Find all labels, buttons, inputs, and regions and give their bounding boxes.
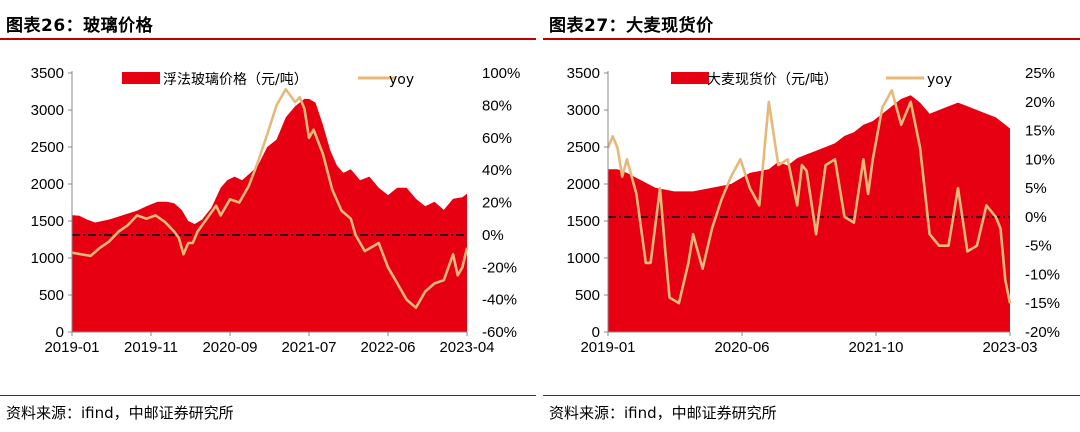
- y-left-tick-label: 2500: [31, 139, 64, 156]
- y-left-tick-label: 1000: [31, 250, 64, 267]
- legend-line-label: yoy: [389, 72, 414, 88]
- chart-title: 图表26：玻璃价格: [6, 16, 154, 36]
- source-divider: [0, 395, 536, 396]
- x-tick-label: 2019-01: [580, 339, 635, 356]
- x-tick-label: 2021-07: [281, 339, 336, 356]
- source-note: 资料来源：ifind，中邮证券研究所: [549, 404, 777, 422]
- title-divider: [543, 38, 1080, 40]
- y-left-tick-label: 2000: [31, 176, 64, 193]
- y-left-tick-label: 1000: [567, 250, 600, 267]
- y-right-tick-label: 15%: [1025, 123, 1055, 140]
- x-tick-label: 2021-10: [848, 339, 903, 356]
- y-right-tick-label: -20%: [482, 259, 517, 276]
- y-right-tick-label: 0%: [482, 227, 504, 244]
- x-tick-label: 2022-06: [360, 339, 415, 356]
- glass-price-panel: 图表26：玻璃价格 0 500 1000 1500 2000 2500 3000 3500 -6…: [0, 0, 536, 432]
- x-tick-label: 2020-06: [714, 339, 769, 356]
- y-right-tick-label: -5%: [1025, 238, 1052, 255]
- y-left-tick-label: 0: [56, 324, 64, 341]
- legend-area-swatch: [671, 72, 709, 84]
- title-divider: [0, 38, 536, 40]
- y-left-tick-label: 500: [39, 287, 64, 304]
- x-tick-label: 2019-11: [124, 339, 178, 356]
- y-right-tick-label: 100%: [482, 65, 520, 82]
- glass-price-chart: 0 500 1000 1500 2000 2500 3000 3500 -60% -40% -20%…: [31, 65, 521, 356]
- x-tick-label: 2020-09: [202, 339, 257, 356]
- y-right-tick-label: -20%: [1025, 324, 1060, 341]
- legend-area-label: 大麦现货价（元/吨）: [707, 71, 838, 88]
- legend-area-swatch: [122, 72, 160, 84]
- y-left-tick-label: 3000: [567, 102, 600, 119]
- y-left-tick-label: 2000: [567, 176, 600, 193]
- barley-price-panel: 图表27：大麦现货价 0 500 1000 1500 2000 2500 3000 3500 -…: [543, 0, 1080, 432]
- price-area-series: [608, 95, 1010, 332]
- x-tick-label: 2019-01: [44, 339, 99, 356]
- y-right-tick-label: 60%: [482, 130, 512, 147]
- y-left-tick-label: 3500: [567, 65, 600, 82]
- y-right-tick-label: -40%: [482, 292, 517, 309]
- y-right-tick-label: 20%: [1025, 94, 1055, 111]
- x-tick-label: 2023-03: [982, 339, 1037, 356]
- yoy-line-series: [606, 88, 1012, 305]
- y-right-tick-label: 40%: [482, 162, 512, 179]
- y-right-tick-label: 10%: [1025, 151, 1055, 168]
- yoy-line-series: [71, 87, 469, 310]
- y-right-tick-label: 20%: [482, 195, 512, 212]
- source-note: 资料来源：ifind，中邮证券研究所: [6, 404, 234, 422]
- y-left-tick-label: 1500: [567, 213, 600, 230]
- y-left-tick-label: 3500: [31, 65, 64, 82]
- source-divider: [543, 395, 1080, 396]
- barley-price-chart: 0 500 1000 1500 2000 2500 3000 3500 -20% -15% -10%…: [567, 65, 1060, 356]
- y-right-tick-label: 5%: [1025, 180, 1047, 197]
- y-left-tick-label: 3000: [31, 102, 64, 119]
- y-left-tick-label: 0: [592, 324, 600, 341]
- y-right-tick-label: 0%: [1025, 209, 1047, 226]
- price-area-series: [72, 98, 467, 333]
- y-right-tick-label: 80%: [482, 97, 512, 114]
- y-right-tick-label: -10%: [1025, 266, 1060, 283]
- y-left-tick-label: 500: [575, 287, 600, 304]
- x-tick-label: 2023-04: [439, 339, 494, 356]
- y-right-tick-label: -15%: [1025, 295, 1060, 312]
- y-right-tick-label: 25%: [1025, 65, 1055, 82]
- legend-line-label: yoy: [927, 72, 952, 88]
- chart-title: 图表27：大麦现货价: [549, 16, 714, 36]
- legend-area-label: 浮法玻璃价格（元/吨）: [163, 71, 308, 88]
- y-right-tick-label: -60%: [482, 324, 517, 341]
- y-left-tick-label: 1500: [31, 213, 64, 230]
- y-left-tick-label: 2500: [567, 139, 600, 156]
